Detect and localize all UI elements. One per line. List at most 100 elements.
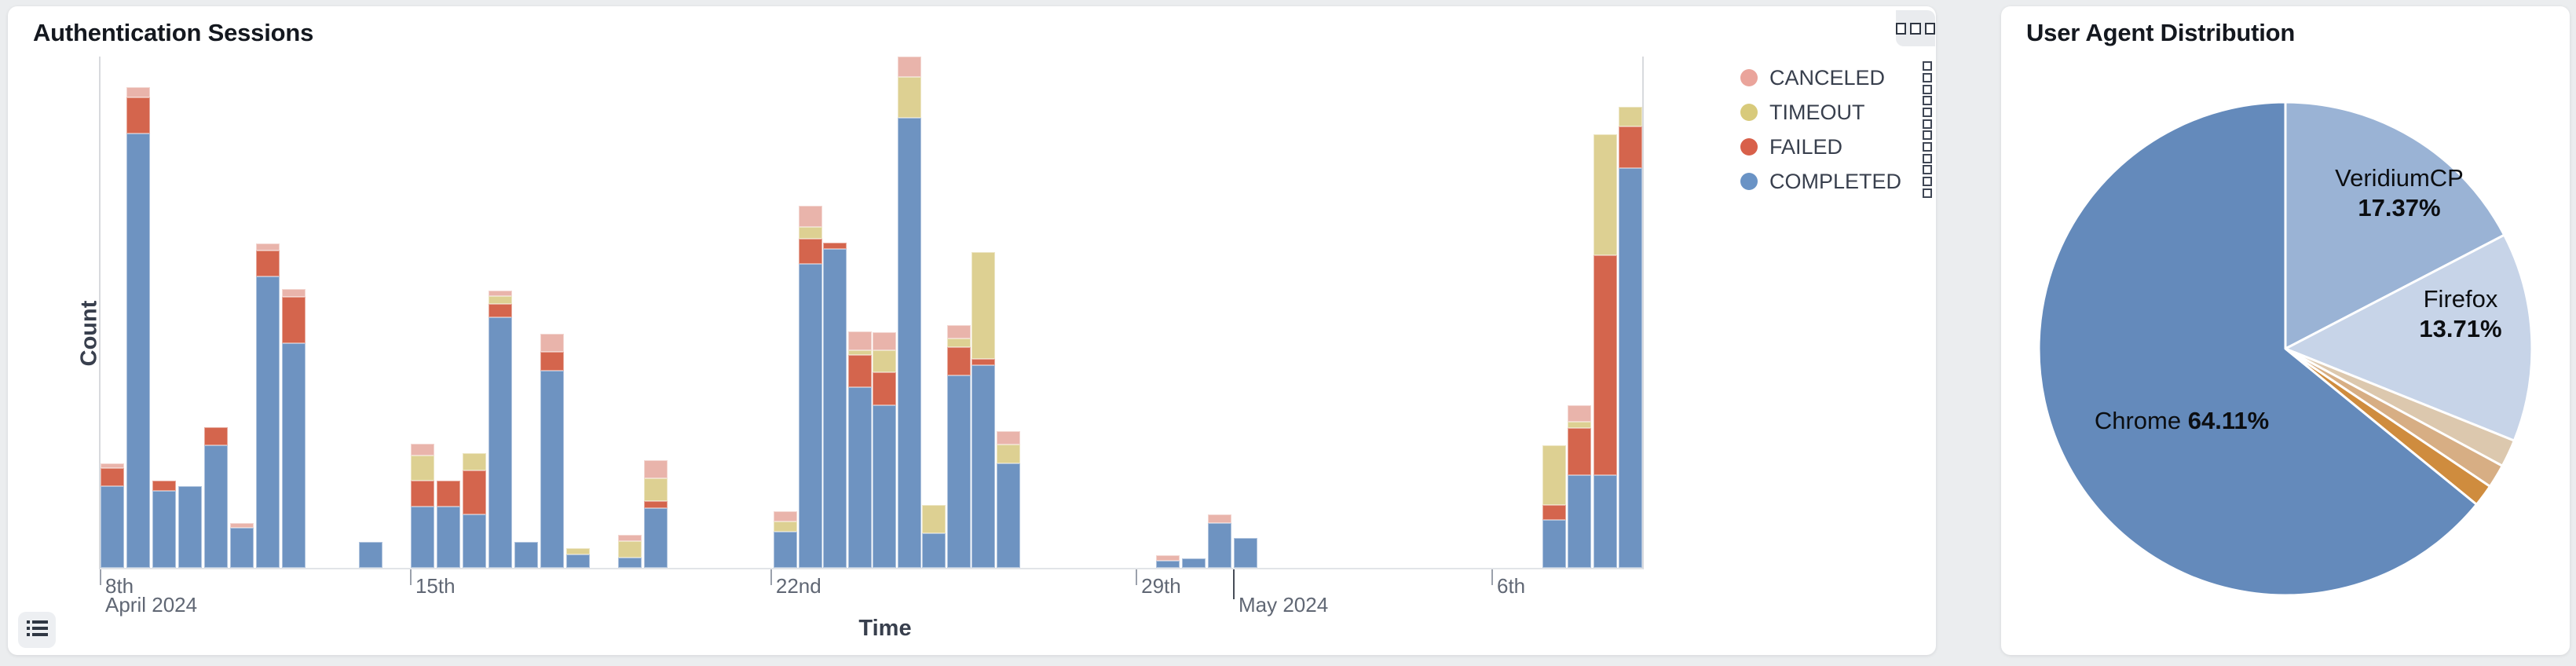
drag-handle-icon[interactable] [1923,165,1932,198]
bar-segment-canceled[interactable] [848,331,873,350]
stacked-bar[interactable] [203,426,228,568]
bar-segment-completed[interactable] [203,445,228,568]
stacked-bar[interactable] [922,504,946,568]
bar-segment-canceled[interactable] [1156,554,1180,561]
stacked-bar[interactable] [177,485,202,568]
bar-segment-timeout[interactable] [1542,445,1566,505]
bar-segment-timeout[interactable] [922,504,946,533]
bar-segment-canceled[interactable] [898,57,922,78]
bar-segment-canceled[interactable] [410,443,434,456]
data-view-button[interactable] [18,612,56,648]
stacked-bar[interactable] [997,431,1021,568]
stacked-bar[interactable] [1156,554,1180,568]
drag-handle-icon[interactable] [1923,130,1932,163]
bar-segment-failed[interactable] [971,358,996,366]
bar-segment-completed[interactable] [229,528,254,568]
stacked-bar[interactable] [1542,445,1566,568]
bar-segment-timeout[interactable] [971,252,996,359]
bar-segment-completed[interactable] [358,542,382,568]
bar-segment-failed[interactable] [1593,255,1617,475]
stacked-bar[interactable] [514,542,538,568]
stacked-bar[interactable] [1208,514,1232,568]
bar-segment-failed[interactable] [823,242,847,250]
bar-segment-completed[interactable] [488,317,512,568]
bar-segment-timeout[interactable] [617,541,642,558]
stacked-bar[interactable] [152,481,176,568]
bar-segment-completed[interactable] [1156,560,1180,568]
bar-segment-timeout[interactable] [1567,421,1591,429]
bar-segment-completed[interactable] [873,404,897,568]
bar-segment-failed[interactable] [947,346,971,375]
bar-segment-timeout[interactable] [643,478,668,502]
stacked-bar[interactable] [462,452,486,568]
bar-segment-canceled[interactable] [1208,514,1232,523]
bar-segment-timeout[interactable] [462,452,486,471]
bar-segment-failed[interactable] [540,352,564,371]
bar-segment-failed[interactable] [1567,428,1591,475]
stacked-bar[interactable] [229,522,254,568]
bar-segment-completed[interactable] [540,370,564,568]
bar-segment-completed[interactable] [823,249,847,568]
legend-item-timeout[interactable]: TIMEOUT [1740,95,1932,130]
stacked-bar[interactable] [126,87,150,568]
stacked-bar[interactable] [971,252,996,568]
bar-segment-failed[interactable] [643,501,668,508]
stacked-bar[interactable] [773,511,797,568]
bar-segment-timeout[interactable] [947,338,971,347]
bar-segment-failed[interactable] [256,251,280,276]
bar-segment-completed[interactable] [566,554,591,568]
stacked-bar[interactable] [823,242,847,568]
bar-segment-completed[interactable] [773,532,797,568]
bar-segment-completed[interactable] [1618,167,1642,568]
bar-segment-completed[interactable] [898,118,922,568]
stacked-bar[interactable] [1567,405,1591,568]
bar-segment-failed[interactable] [798,239,822,265]
bar-segment-timeout[interactable] [873,350,897,372]
stacked-bar[interactable] [798,206,822,568]
bar-segment-completed[interactable] [947,375,971,568]
bar-segment-completed[interactable] [514,542,538,568]
bar-segment-failed[interactable] [436,481,460,507]
bar-segment-failed[interactable] [1618,126,1642,168]
bar-segment-failed[interactable] [152,481,176,492]
legend-item-failed[interactable]: FAILED [1740,130,1932,164]
bar-segment-failed[interactable] [848,355,873,387]
stacked-bar[interactable] [436,481,460,568]
bar-segment-failed[interactable] [410,481,434,507]
bar-segment-canceled[interactable] [1567,405,1591,422]
bar-segment-failed[interactable] [101,468,124,486]
bar-segment-canceled[interactable] [617,534,642,542]
bar-segment-completed[interactable] [152,491,176,568]
stacked-bar[interactable] [643,459,668,568]
pie-slice-firefox[interactable] [2284,233,2534,442]
bar-segment-completed[interactable] [1593,474,1617,568]
bar-segment-failed[interactable] [126,97,150,134]
bar-segment-timeout[interactable] [773,521,797,532]
stacked-bar[interactable] [282,289,306,568]
bar-segment-timeout[interactable] [488,295,512,305]
bar-segment-canceled[interactable] [773,511,797,522]
stacked-bar[interactable] [410,443,434,568]
drag-handle-icon[interactable] [1923,61,1932,94]
pie-slice-chrome[interactable] [2037,101,2478,597]
bar-segment-canceled[interactable] [126,87,150,98]
bar-segment-completed[interactable] [798,264,822,568]
bar-segment-canceled[interactable] [229,522,254,529]
stacked-bar[interactable] [1593,134,1617,568]
bar-segment-timeout[interactable] [997,445,1021,463]
stacked-bar[interactable] [1618,106,1642,568]
stacked-bar[interactable] [101,463,124,568]
bar-segment-completed[interactable] [462,514,486,568]
bar-segment-completed[interactable] [410,506,434,568]
bar-segment-timeout[interactable] [566,547,591,555]
bar-segment-canceled[interactable] [873,331,897,351]
bar-segment-completed[interactable] [256,276,280,568]
bar-segment-completed[interactable] [617,557,642,568]
stacked-bar[interactable] [358,542,382,568]
bar-segment-completed[interactable] [997,463,1021,568]
bar-segment-completed[interactable] [922,532,946,568]
bar-segment-canceled[interactable] [540,333,564,353]
bar-segment-failed[interactable] [462,470,486,514]
bar-segment-completed[interactable] [101,485,124,568]
bar-segment-canceled[interactable] [798,206,822,228]
